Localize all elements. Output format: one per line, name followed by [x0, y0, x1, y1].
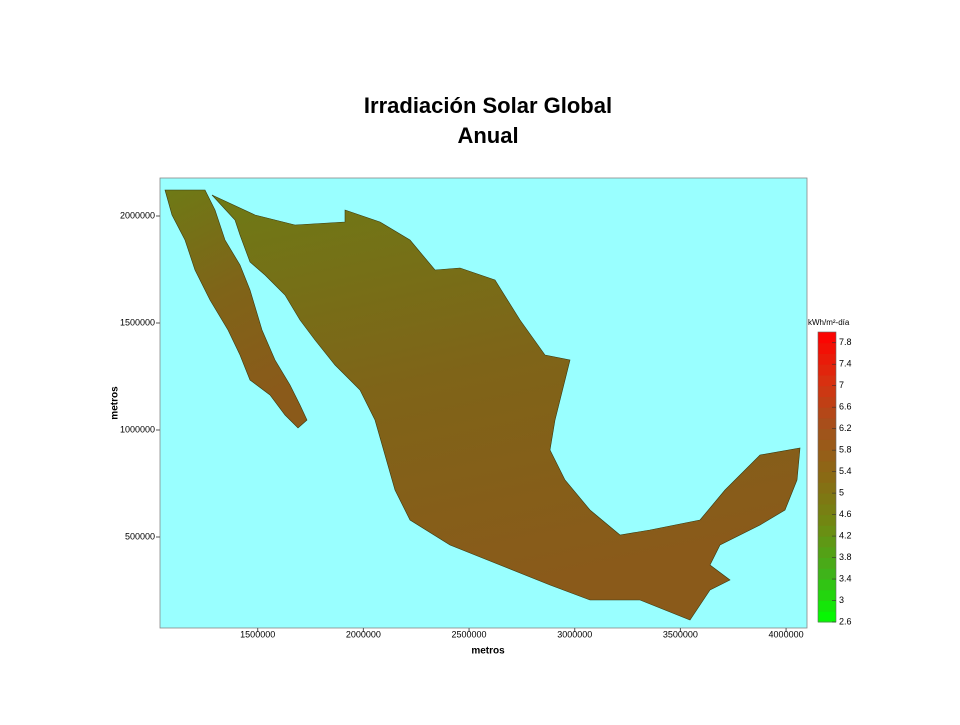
colorbar-segment — [818, 385, 836, 397]
colorbar-segment — [818, 493, 836, 505]
colorbar-tick-label: 5.4 — [839, 466, 852, 476]
land — [164, 189, 801, 621]
colorbar-segment — [818, 342, 836, 354]
colorbar-tick-label: 4.2 — [839, 530, 852, 540]
colorbar-tick-label: 7.8 — [839, 337, 852, 347]
x-tick-label: 4000000 — [769, 629, 804, 639]
colorbar-segment — [818, 460, 836, 473]
colorbar-segment — [818, 525, 836, 537]
x-tick-label: 3500000 — [663, 629, 698, 639]
colorbar-tick-label: 7 — [839, 380, 844, 390]
colorbar-segment — [818, 503, 836, 516]
colorbar-segment — [818, 568, 836, 580]
colorbar-segment — [818, 439, 836, 451]
colorbar-tick-label: 3.4 — [839, 573, 852, 583]
y-tick-label: 500000 — [125, 531, 155, 541]
colorbar-segment — [818, 417, 836, 430]
colorbar-tick-label: 2.6 — [839, 616, 852, 626]
baja-california — [164, 189, 308, 429]
x-axis-label: metros — [471, 646, 505, 657]
colorbar-segment — [818, 450, 836, 462]
colorbar-segment — [818, 374, 836, 387]
colorbar-tick-label: 5 — [839, 487, 844, 497]
colorbar-segment — [818, 471, 836, 483]
colorbar-segment — [818, 482, 836, 494]
colorbar-segment — [818, 600, 836, 612]
title-line: Anual — [457, 123, 518, 148]
colorbar-segment — [818, 407, 836, 419]
colorbar-tick-label: 6.2 — [839, 423, 852, 433]
x-tick-label: 1500000 — [240, 629, 275, 639]
colorbar-tick-label: 4.6 — [839, 509, 852, 519]
colorbar-frame — [817, 331, 837, 623]
colorbar-tick-label: 3.8 — [839, 552, 852, 562]
colorbar-segment — [818, 546, 836, 559]
y-tick-label: 1500000 — [120, 317, 155, 327]
colorbar-segment — [818, 428, 836, 440]
colorbar-segment — [818, 332, 836, 344]
colorbar-segment — [818, 396, 836, 408]
x-tick-label: 3000000 — [557, 629, 592, 639]
colorbar-segment — [818, 579, 836, 591]
colorbar-segment — [818, 611, 836, 623]
mainland — [211, 194, 801, 621]
colorbar-tick-label: 6.6 — [839, 402, 852, 412]
colorbar-segment — [818, 353, 836, 365]
y-tick-label: 2000000 — [120, 210, 155, 220]
colorbar-segment — [818, 536, 836, 548]
colorbar-segment — [818, 589, 836, 602]
x-tick-label: 2000000 — [346, 629, 381, 639]
y-tick-label: 1000000 — [120, 424, 155, 434]
colorbar-tick-label: 3 — [839, 595, 844, 605]
title-line: Irradiación Solar Global — [364, 93, 612, 118]
y-axis-label: metros — [110, 386, 121, 420]
colorbar-segment — [818, 364, 836, 376]
colorbar-tick-label: 7.4 — [839, 359, 852, 369]
x-tick-label: 2500000 — [452, 629, 487, 639]
colorbar-tick-label: 5.8 — [839, 445, 852, 455]
colorbar-segment — [818, 514, 836, 526]
colorbar-title: kWh/m²-día — [808, 318, 850, 327]
colorbar-segment — [818, 557, 836, 569]
